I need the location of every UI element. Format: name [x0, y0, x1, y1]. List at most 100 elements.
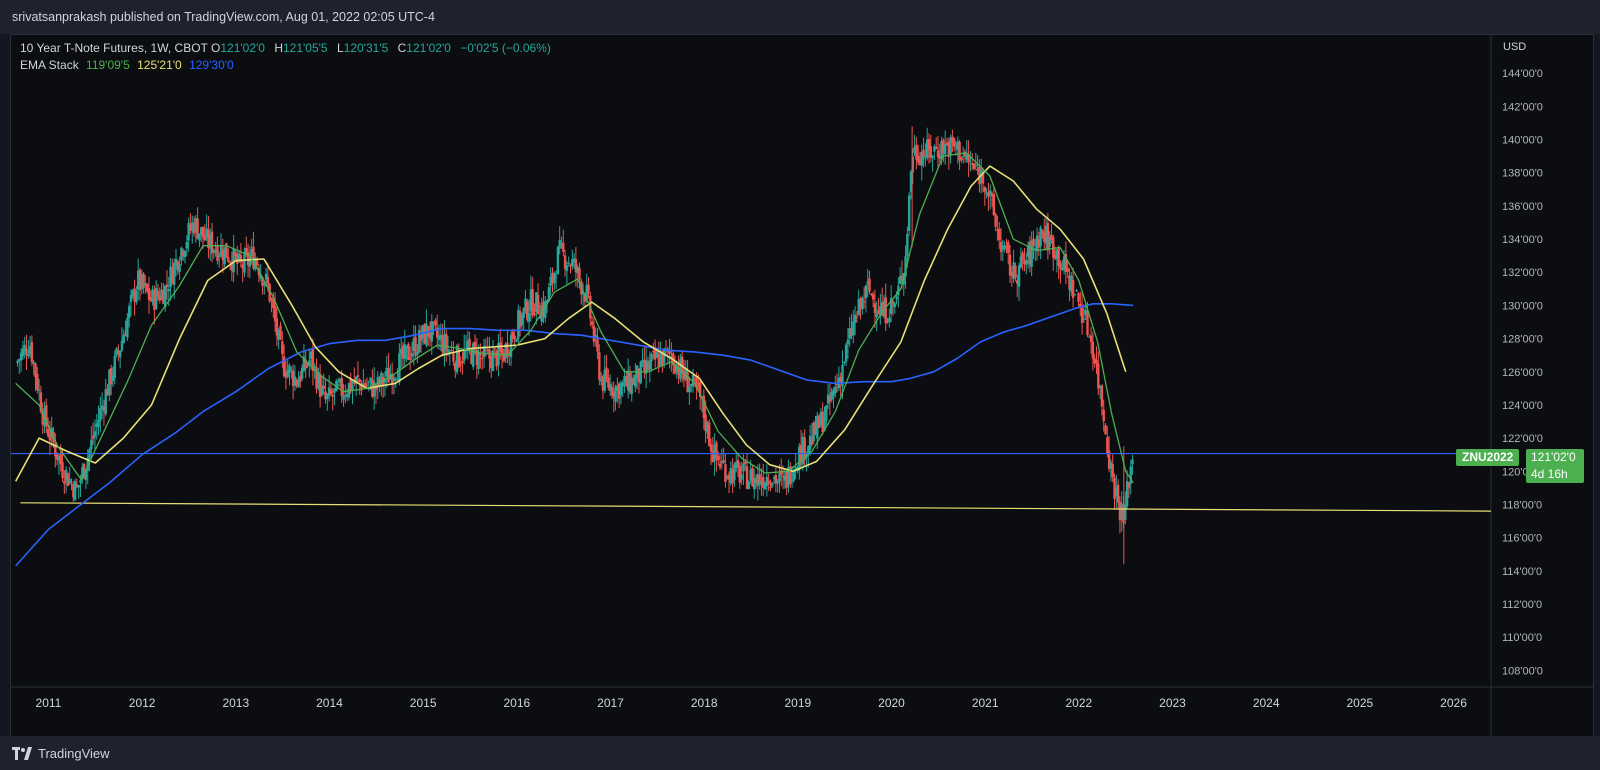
candle-body	[192, 222, 196, 234]
candle-body	[1070, 275, 1073, 292]
candle-body	[212, 249, 216, 253]
candle-body	[1080, 307, 1084, 323]
candle-body	[648, 360, 651, 370]
candle-body	[331, 394, 334, 397]
candle-body	[574, 259, 578, 273]
candle-body	[650, 354, 653, 362]
y-tick-label: 110'00'0	[1502, 632, 1542, 644]
candle-body	[614, 387, 617, 402]
candle-body	[408, 357, 412, 360]
candle-body	[394, 379, 397, 381]
ema-mid-value: 125'21'0	[137, 58, 182, 72]
candle-body	[279, 325, 282, 340]
candle-body	[463, 349, 466, 361]
symbol-title[interactable]: 10 Year T-Note Futures, 1W, CBOT	[20, 41, 208, 55]
candle-body	[702, 395, 706, 419]
candle-body	[717, 455, 720, 461]
candle-body	[95, 423, 98, 428]
candle-body	[891, 301, 895, 304]
candle-body	[358, 379, 361, 382]
candle-body	[318, 373, 322, 397]
candle-body	[82, 463, 86, 479]
candle-body	[1003, 245, 1006, 250]
candle-body	[259, 274, 262, 279]
candle-body	[981, 173, 985, 184]
candle-body	[243, 252, 246, 273]
candle-body	[925, 139, 929, 158]
candle-body	[704, 414, 707, 431]
candle-body	[607, 377, 610, 388]
candle-body	[522, 308, 525, 318]
candle-body	[351, 385, 354, 390]
candle-body	[661, 351, 664, 366]
candle-body	[916, 155, 920, 163]
candle-body	[169, 266, 172, 288]
candle-body	[272, 297, 275, 309]
candle-body	[634, 374, 637, 388]
candle-body	[1064, 253, 1068, 272]
candle-body	[369, 377, 372, 382]
candle-body	[1089, 335, 1093, 343]
candle-body	[336, 384, 340, 386]
candle-body	[736, 460, 740, 467]
candle-body	[653, 349, 657, 360]
ema-stack-label[interactable]: EMA Stack	[20, 58, 79, 72]
ema-fast-line	[15, 152, 1134, 484]
candle-body	[947, 141, 950, 157]
candle-body	[268, 283, 271, 302]
candle-body	[812, 422, 815, 442]
candle-body	[448, 351, 452, 354]
candle-body	[508, 354, 511, 356]
candle-body	[236, 254, 239, 264]
candle-body	[390, 373, 394, 385]
y-tick-label: 124'00'0	[1502, 400, 1543, 412]
candle-body	[1102, 409, 1105, 422]
candle-body	[745, 466, 749, 489]
candle-body	[632, 377, 635, 385]
candle-body	[601, 376, 605, 391]
candle-body	[327, 387, 331, 396]
y-tick-label: 134'00'0	[1502, 234, 1543, 246]
candle-body	[475, 349, 479, 365]
candle-body	[810, 437, 814, 445]
candle-body	[879, 306, 882, 317]
candle-body	[439, 334, 443, 340]
candle-body	[32, 362, 35, 364]
candle-body	[1037, 239, 1041, 248]
candle-body	[142, 273, 145, 288]
candle-body	[180, 247, 183, 261]
candle-body	[214, 249, 217, 254]
price-chart[interactable]: USD 144'00'0 142'00'0 140'00'0 138'00'0 136'0…	[11, 35, 1593, 737]
candle-body	[954, 147, 958, 149]
published-info: srivatsanprakash published on TradingVie…	[12, 10, 435, 24]
candle-body	[780, 470, 783, 475]
candle-body	[592, 325, 596, 342]
candle-body	[91, 435, 95, 439]
candle-body	[906, 234, 909, 256]
candle-body	[605, 367, 608, 379]
candle-body	[1127, 482, 1131, 488]
y-tick-label: 112'00'0	[1502, 599, 1542, 611]
candle-body	[976, 169, 979, 171]
candle-body	[248, 257, 252, 267]
tradingview-brand[interactable]: TradingView	[12, 746, 110, 761]
candle-body	[790, 480, 794, 482]
candle-body	[900, 275, 904, 281]
candle-body	[578, 267, 581, 280]
candle-body	[203, 235, 207, 241]
candle-body	[868, 278, 871, 292]
ema-fast-value: 119'09'5	[86, 58, 130, 72]
chart-pane[interactable]: USD 144'00'0 142'00'0 140'00'0 138'00'0 136'0…	[10, 34, 1594, 738]
x-tick-label: 2013	[222, 696, 249, 710]
candle-body	[1008, 254, 1012, 276]
candle-body	[464, 349, 468, 352]
candle-body	[1041, 229, 1044, 233]
candle-body	[320, 385, 324, 395]
legend-ema-row: EMA Stack 119'09'5 125'21'0 129'30'0	[20, 57, 557, 74]
candle-body	[99, 407, 102, 421]
candle-body	[25, 348, 28, 356]
candle-body	[751, 468, 754, 487]
candle-body	[603, 369, 606, 391]
candle-body	[64, 469, 68, 481]
candle-body	[1043, 231, 1046, 242]
